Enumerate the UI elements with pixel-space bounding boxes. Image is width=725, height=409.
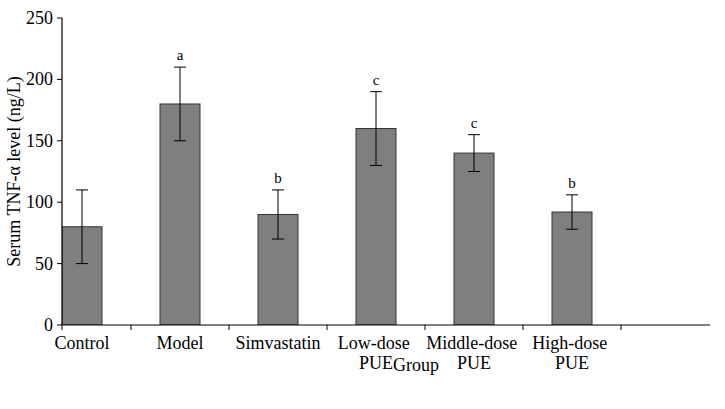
error-cap	[174, 67, 186, 68]
error-cap	[468, 134, 480, 135]
y-tick-label: 100	[26, 192, 53, 212]
x-tick	[327, 325, 328, 330]
annotation: b	[274, 170, 282, 186]
error-cap	[272, 189, 284, 190]
y-tick-label: 250	[26, 8, 53, 28]
error-cap	[76, 189, 88, 190]
error-line	[82, 190, 83, 264]
y-tick	[57, 140, 62, 141]
annotation: b	[568, 175, 576, 191]
x-tick	[131, 325, 132, 330]
x-tick-label: High-dose PUE	[532, 333, 612, 373]
x-tick-label: Simvastatin	[236, 333, 321, 353]
error-cap	[76, 263, 88, 264]
error-bar	[76, 190, 88, 264]
x-axis	[62, 324, 710, 325]
y-tick	[57, 325, 62, 326]
error-line	[474, 135, 475, 172]
y-axis	[61, 18, 62, 325]
error-line	[572, 195, 573, 229]
error-cap	[370, 165, 382, 166]
annotation: a	[177, 47, 184, 63]
error-cap	[566, 229, 578, 230]
x-tick	[425, 325, 426, 330]
x-tick	[523, 325, 524, 330]
error-bar	[370, 92, 382, 166]
error-line	[180, 67, 181, 141]
y-tick	[57, 79, 62, 80]
bars	[62, 67, 592, 325]
x-tick	[62, 325, 63, 330]
bar	[454, 153, 494, 325]
y-tick	[57, 263, 62, 264]
error-bar	[174, 67, 186, 141]
error-cap	[566, 194, 578, 195]
error-cap	[468, 171, 480, 172]
y-axis-label: Serum TNF-α level (ng/L)	[4, 76, 25, 267]
y-tick-label: 0	[44, 315, 53, 335]
x-tick-label: Control	[54, 333, 109, 353]
error-bar	[468, 135, 480, 172]
chart-container: a b c c b 0 50 100 150 200 250 Control Model Simvasta…	[0, 0, 725, 409]
annotation: c	[471, 115, 478, 131]
y-tick-label: 200	[26, 69, 53, 89]
error-bar	[566, 195, 578, 229]
annotation: c	[373, 72, 380, 88]
y-tick-label: 150	[26, 131, 53, 151]
x-tick-label: Middle-dose PUE	[426, 333, 521, 373]
error-line	[376, 92, 377, 166]
error-cap	[272, 239, 284, 240]
y-tick-label: 50	[35, 254, 53, 274]
error-cap	[370, 91, 382, 92]
bar	[552, 212, 592, 325]
error-line	[278, 190, 279, 239]
error-bar	[272, 190, 284, 239]
y-tick	[57, 18, 62, 19]
y-tick	[57, 202, 62, 203]
x-tick-label: Model	[157, 333, 204, 353]
chart: a b c c b 0 50 100 150 200 250 Control Model Simvasta…	[0, 0, 725, 409]
x-axis-label: Group	[393, 355, 439, 375]
x-tick	[621, 325, 622, 330]
error-cap	[174, 140, 186, 141]
x-tick	[229, 325, 230, 330]
